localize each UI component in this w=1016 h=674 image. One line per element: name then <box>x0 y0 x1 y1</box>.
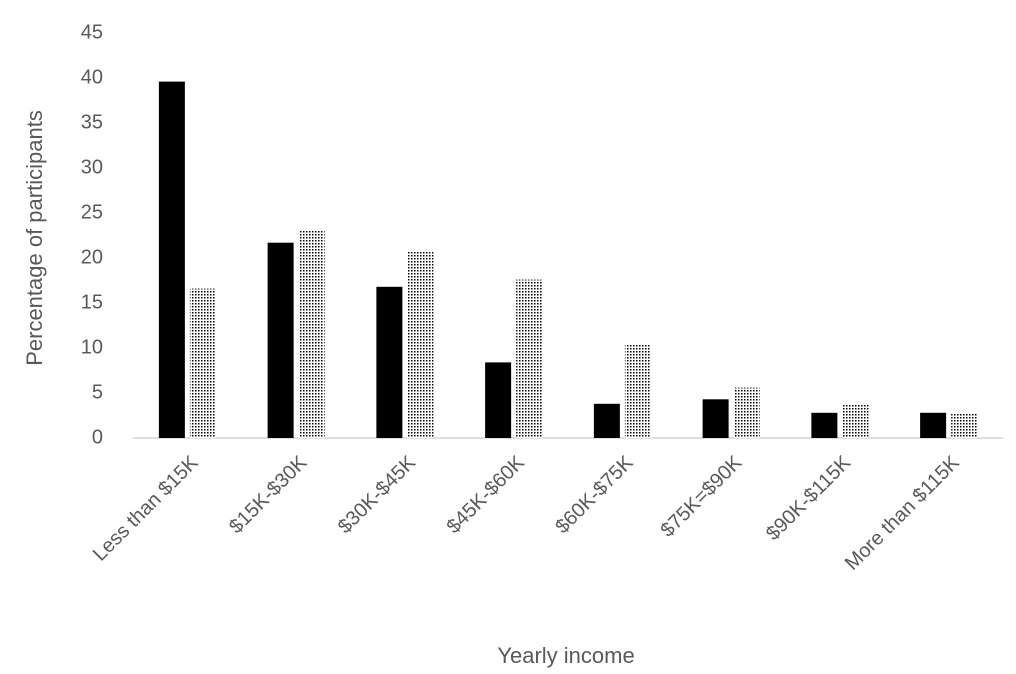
x-tick-label: $45K-$60K <box>443 451 530 538</box>
y-tick-label: 25 <box>81 201 103 223</box>
bar <box>189 288 216 438</box>
bar <box>702 399 729 438</box>
bar <box>485 362 512 438</box>
bar <box>624 344 651 438</box>
x-axis-title: Yearly income <box>497 643 634 668</box>
bar <box>516 279 543 438</box>
y-tick-label: 30 <box>81 156 103 178</box>
y-axis-title: Percentage of participants <box>22 110 47 366</box>
bar <box>920 412 947 438</box>
bar <box>376 286 403 438</box>
y-tick-label: 0 <box>92 426 103 448</box>
bar <box>842 404 869 438</box>
y-tick-label: 15 <box>81 291 103 313</box>
y-tick-label: 45 <box>81 21 103 43</box>
x-tick-label: More than $115K <box>841 451 964 574</box>
bar <box>158 81 185 438</box>
bar <box>267 242 294 438</box>
y-tick-label: 10 <box>81 336 103 358</box>
bar <box>407 251 434 438</box>
x-tick-label: $15K-$30K <box>225 451 312 538</box>
x-tick-label: $60K-$75K <box>551 451 638 538</box>
y-tick-label: 40 <box>81 66 103 88</box>
y-tick-label: 35 <box>81 111 103 133</box>
x-tick-label: $75K=$90K <box>657 451 747 541</box>
y-tick-label: 5 <box>92 381 103 403</box>
bar <box>811 412 838 438</box>
bar <box>298 231 325 438</box>
bar <box>593 403 620 438</box>
x-tick-label: $30K-$45K <box>334 451 421 538</box>
bar <box>733 387 760 438</box>
y-tick-label: 20 <box>81 246 103 268</box>
x-tick-label: $90K-$115K <box>762 451 856 545</box>
bar <box>951 413 978 438</box>
x-tick-label: Less than $15K <box>89 451 203 565</box>
